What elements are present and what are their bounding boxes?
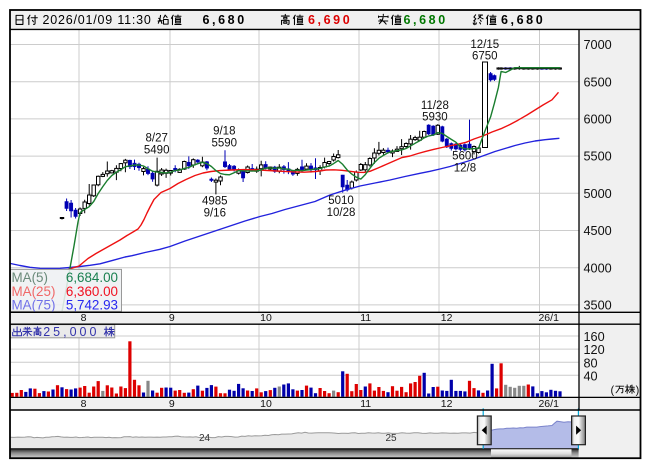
svg-text:40: 40 bbox=[584, 370, 598, 384]
svg-text:6,684.00: 6,684.00 bbox=[66, 270, 118, 285]
svg-text:25: 25 bbox=[385, 433, 397, 444]
svg-text:): ) bbox=[636, 384, 640, 396]
svg-text:8: 8 bbox=[81, 398, 87, 410]
svg-text:4500: 4500 bbox=[584, 224, 612, 238]
svg-text:11: 11 bbox=[360, 398, 371, 410]
svg-text:26/1: 26/1 bbox=[538, 398, 559, 410]
svg-text:10: 10 bbox=[260, 398, 272, 410]
svg-text:12/15: 12/15 bbox=[470, 39, 499, 51]
svg-text:9: 9 bbox=[169, 312, 175, 324]
svg-text:120: 120 bbox=[584, 343, 605, 357]
svg-text:6,680: 6,680 bbox=[203, 13, 247, 27]
svg-text:5,742.93: 5,742.93 bbox=[66, 298, 118, 313]
svg-text:6,680: 6,680 bbox=[404, 13, 448, 27]
svg-text:9/16: 9/16 bbox=[204, 208, 226, 220]
svg-text:10: 10 bbox=[260, 312, 272, 324]
svg-text:160: 160 bbox=[584, 330, 605, 344]
svg-text:6750: 6750 bbox=[472, 51, 498, 63]
svg-text:6500: 6500 bbox=[584, 75, 612, 89]
svg-text:5500: 5500 bbox=[584, 150, 612, 164]
svg-text:5490: 5490 bbox=[144, 145, 170, 157]
svg-text:12: 12 bbox=[441, 312, 453, 324]
svg-text:MA(75): MA(75) bbox=[12, 298, 56, 313]
svg-text:9/18: 9/18 bbox=[213, 126, 235, 138]
svg-text:9: 9 bbox=[169, 398, 175, 410]
svg-text:24: 24 bbox=[199, 433, 211, 444]
svg-text:5600: 5600 bbox=[452, 151, 478, 163]
svg-text:6,360.00: 6,360.00 bbox=[66, 284, 118, 299]
svg-text:26/1: 26/1 bbox=[538, 312, 559, 324]
svg-text:6000: 6000 bbox=[584, 113, 612, 127]
svg-text:4985: 4985 bbox=[202, 196, 228, 208]
svg-text:8: 8 bbox=[81, 312, 87, 324]
svg-text:12/8: 12/8 bbox=[454, 163, 476, 175]
svg-text:11: 11 bbox=[360, 312, 371, 324]
svg-text:5000: 5000 bbox=[584, 187, 612, 201]
svg-text:6,680: 6,680 bbox=[501, 13, 545, 27]
svg-text:6,690: 6,690 bbox=[308, 13, 352, 27]
svg-text:MA(25): MA(25) bbox=[12, 284, 56, 299]
svg-text:5590: 5590 bbox=[212, 138, 238, 150]
svg-text:80: 80 bbox=[584, 356, 598, 370]
svg-text:(: ( bbox=[611, 384, 615, 396]
svg-text:4000: 4000 bbox=[584, 261, 612, 275]
svg-text:25,000: 25,000 bbox=[43, 325, 99, 339]
svg-text:5930: 5930 bbox=[422, 112, 448, 124]
svg-text:MA(5): MA(5) bbox=[12, 270, 48, 285]
svg-text:12: 12 bbox=[441, 398, 453, 410]
svg-text:11/28: 11/28 bbox=[421, 100, 449, 112]
svg-text:2026/01/09 11:30: 2026/01/09 11:30 bbox=[43, 13, 152, 27]
svg-text:3500: 3500 bbox=[584, 299, 612, 313]
svg-text:10/28: 10/28 bbox=[327, 207, 356, 219]
svg-text:8/27: 8/27 bbox=[146, 133, 168, 145]
svg-text:7000: 7000 bbox=[584, 38, 612, 52]
svg-text:5010: 5010 bbox=[328, 195, 354, 207]
